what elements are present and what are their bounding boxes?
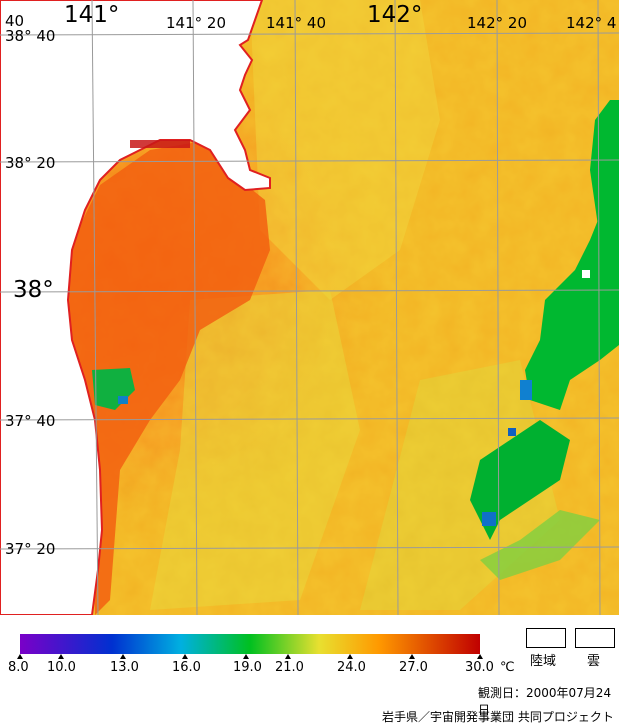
scale-tick-16: 16.0	[172, 660, 201, 675]
graticule	[0, 0, 619, 615]
temperature-unit: ℃	[500, 660, 515, 675]
scale-tick-13: 13.0	[110, 660, 139, 675]
corner-label: 40	[5, 12, 25, 30]
lon-label-142-40: 142° 4	[566, 14, 617, 32]
scale-tick-19: 19.0	[233, 660, 262, 675]
scale-tick-21: 21.0	[275, 660, 304, 675]
lat-label-37-20: 37° 20	[5, 540, 56, 558]
cloud-label: 雲	[587, 654, 601, 669]
lat-label-38-40: 38° 40	[5, 27, 56, 45]
lat-label-37-40: 37° 40	[5, 412, 56, 430]
scale-tick-30: 30.0	[465, 660, 494, 675]
scale-tick-27: 27.0	[399, 660, 428, 675]
lat-label-38: 38°	[13, 277, 54, 303]
observation-date: 観測日：2000年07月24日	[478, 686, 612, 717]
credit-text: 岩手県／宇宙開発事業団 共同プロジェクト	[382, 710, 614, 724]
land-swatch	[526, 628, 566, 648]
land-label: 陸域	[530, 654, 557, 669]
lon-label-141-40: 141° 40	[266, 14, 326, 32]
lat-label-38-20: 38° 20	[5, 154, 56, 172]
color-scale-bar	[20, 634, 480, 654]
lon-label-142-20: 142° 20	[467, 14, 527, 32]
temperature-legend	[17, 634, 483, 659]
land-area	[0, 0, 271, 615]
warm-coastal-water	[68, 140, 270, 615]
lon-label-142: 142°	[367, 2, 423, 28]
scale-tick-24: 24.0	[337, 660, 366, 675]
lon-label-141: 141°	[64, 2, 120, 28]
scale-tick-10: 10.0	[47, 660, 76, 675]
sea-surface-temperature-map	[0, 0, 619, 615]
cloud-swatch	[575, 628, 615, 648]
lon-label-141-20: 141° 20	[166, 14, 226, 32]
scale-tick-8: 8.0	[8, 660, 29, 675]
